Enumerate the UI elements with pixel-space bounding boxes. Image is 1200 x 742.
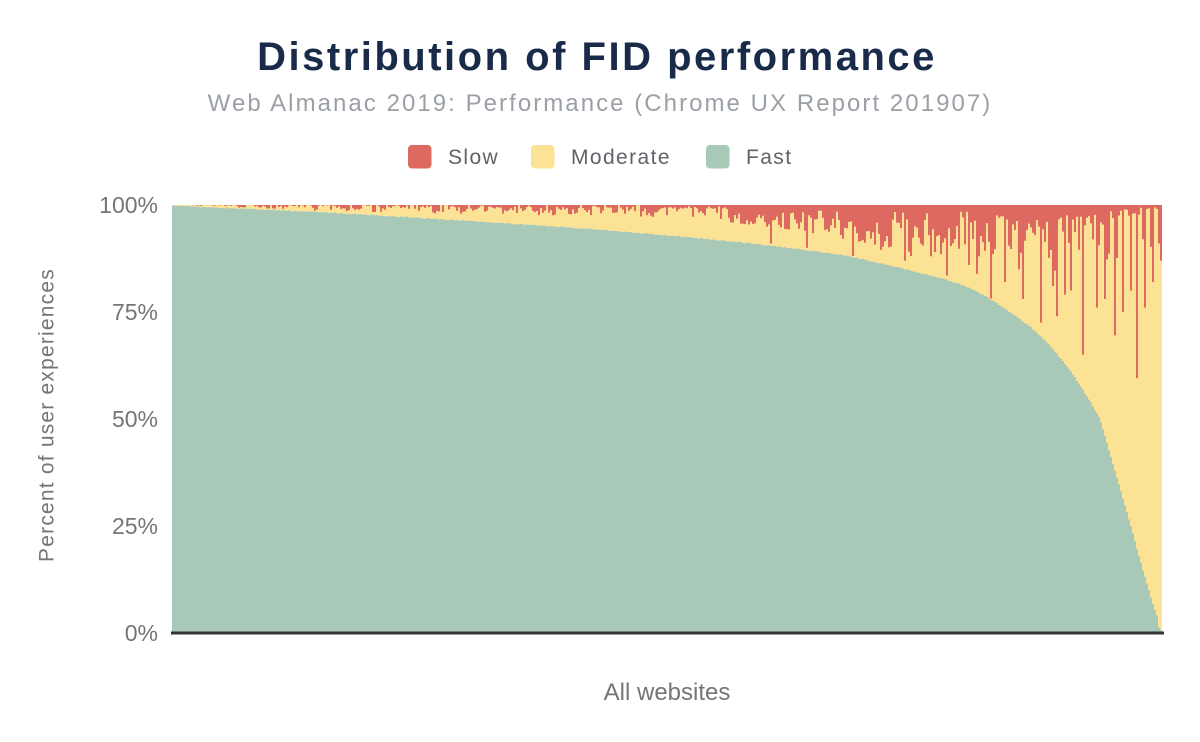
svg-text:Fast: Fast bbox=[746, 146, 792, 169]
svg-text:100%: 100% bbox=[99, 192, 158, 218]
svg-text:Moderate: Moderate bbox=[571, 146, 671, 169]
svg-text:50%: 50% bbox=[112, 406, 158, 432]
svg-text:Percent of user experiences: Percent of user experiences bbox=[36, 268, 59, 562]
svg-text:0%: 0% bbox=[125, 620, 158, 646]
svg-text:Slow: Slow bbox=[448, 146, 499, 169]
svg-text:All websites: All websites bbox=[604, 679, 731, 706]
svg-text:Web Almanac 2019: Performance: Web Almanac 2019: Performance (Chrome UX… bbox=[208, 90, 993, 117]
svg-text:25%: 25% bbox=[112, 513, 158, 539]
svg-text:75%: 75% bbox=[112, 299, 158, 325]
svg-text:Distribution of FID performanc: Distribution of FID performance bbox=[257, 35, 937, 79]
